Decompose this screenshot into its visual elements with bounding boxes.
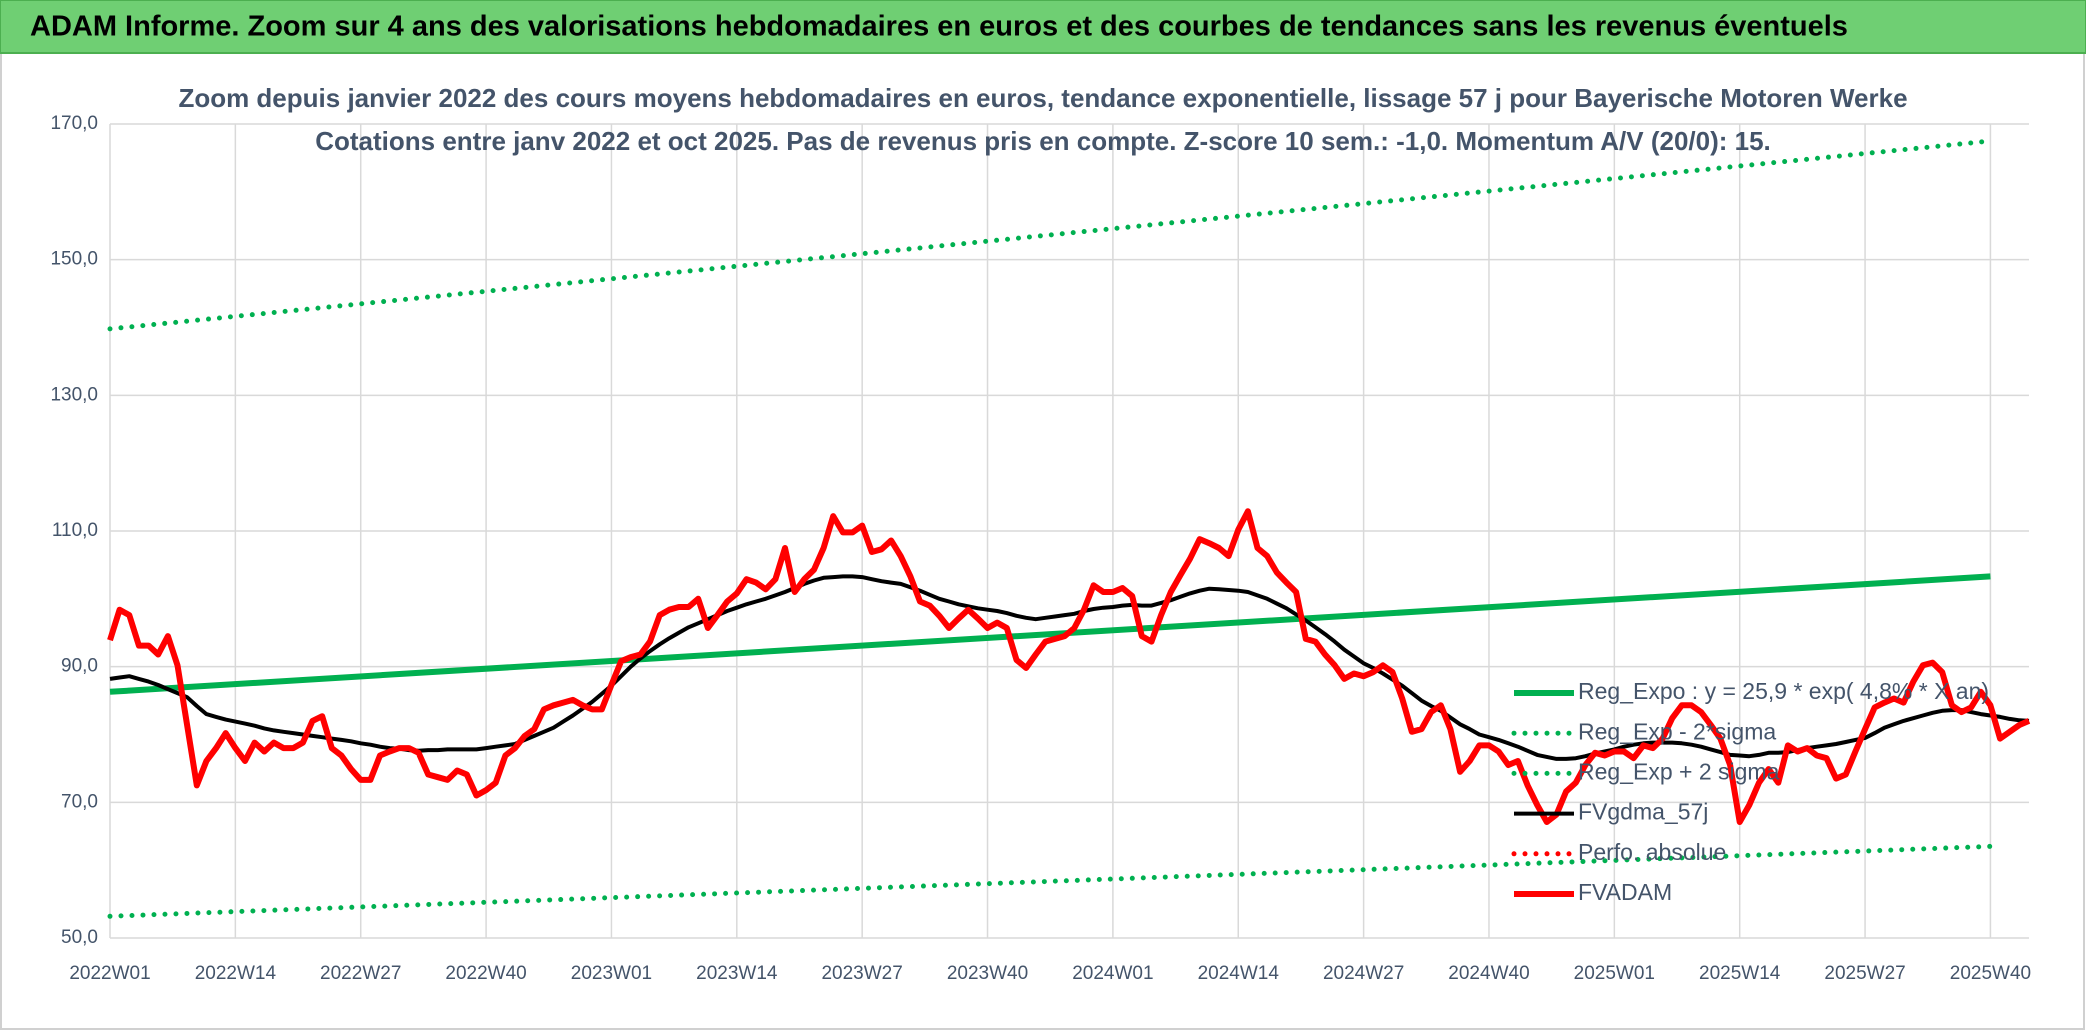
legend-label: Perfo. absolue xyxy=(1578,839,1726,865)
legend-label: Reg_Exp - 2*sigma xyxy=(1578,718,1776,744)
series-line xyxy=(109,573,1991,695)
y-tick-label: 110,0 xyxy=(52,520,98,541)
x-tick-label: 2025W14 xyxy=(1699,963,1781,984)
x-tick-label: 2023W40 xyxy=(947,963,1028,984)
x-tick-label: 2024W40 xyxy=(1448,963,1529,984)
series-line xyxy=(109,574,2030,761)
x-tick-label: 2023W01 xyxy=(571,963,652,984)
header-bar xyxy=(0,0,2086,54)
plot-area: 50,0 70,0 90,0 110,0 130,0 150,0 170,0 2022W01 2… xyxy=(50,113,2031,984)
x-tick-label: 2022W40 xyxy=(445,963,526,984)
y-tick-label: 170,0 xyxy=(50,113,98,134)
y-tick-label: 150,0 xyxy=(50,249,98,270)
legend-label: Reg_Exp + 2 sigma xyxy=(1578,758,1780,784)
y-tick-label: 90,0 xyxy=(61,656,98,677)
x-tick-label: 2023W27 xyxy=(821,963,902,984)
x-tick-label: 2022W14 xyxy=(195,963,277,984)
x-tick-label: 2025W40 xyxy=(1950,963,2031,984)
series-line xyxy=(107,508,2031,825)
legend-label: Reg_Expo : y = 25,9 * exp( 4,8% * X an) xyxy=(1578,678,1989,704)
header-title: ADAM Informe. Zoom sur 4 ans des valoris… xyxy=(30,11,1848,43)
chart-subtitle: Cotations entre janv 2022 et oct 2025. P… xyxy=(315,126,1771,156)
chart-title: Zoom depuis janvier 2022 des cours moyen… xyxy=(178,83,1907,113)
x-tick-label: 2024W14 xyxy=(1198,963,1280,984)
x-tick-label: 2023W14 xyxy=(696,963,778,984)
x-tick-label: 2022W27 xyxy=(320,963,401,984)
legend-label: FVADAM xyxy=(1578,879,1672,905)
chart-frame xyxy=(0,52,2085,1030)
x-tick-label: 2024W01 xyxy=(1072,963,1153,984)
x-tick-label: 2024W27 xyxy=(1323,963,1404,984)
x-tick-label: 2022W01 xyxy=(69,963,150,984)
y-tick-label: 70,0 xyxy=(61,791,98,812)
y-tick-label: 130,0 xyxy=(50,384,98,405)
series-line xyxy=(107,138,1993,332)
legend-label: FVgdma_57j xyxy=(1578,799,1708,825)
x-tick-label: 2025W27 xyxy=(1824,963,1905,984)
y-tick-label: 50,0 xyxy=(61,927,98,948)
x-tick-label: 2025W01 xyxy=(1574,963,1655,984)
